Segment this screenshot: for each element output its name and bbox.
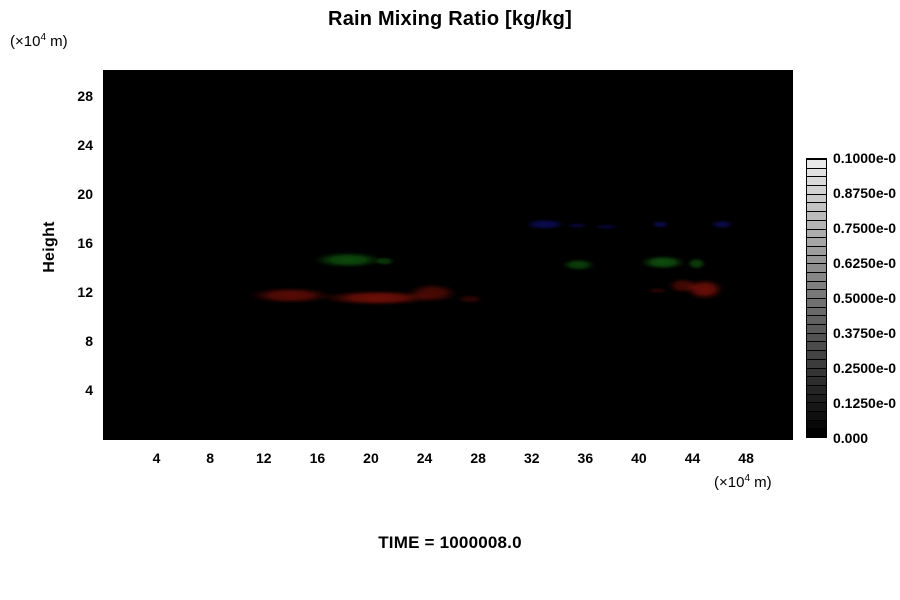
xaxis-unit-exponent: 4 xyxy=(744,473,751,484)
xaxis-tick-label: 20 xyxy=(363,450,379,466)
colorbar-band xyxy=(807,263,826,272)
colorbar-band xyxy=(807,384,826,394)
colorbar-band xyxy=(807,332,826,342)
xaxis-tick-label: 28 xyxy=(470,450,486,466)
heatmap-canvas xyxy=(103,70,793,440)
xaxis-unit-prefix: (×10 xyxy=(714,474,745,491)
xaxis-tick-label: 16 xyxy=(309,450,326,466)
yaxis-tick-label: 16 xyxy=(77,234,93,251)
colorbar-band xyxy=(807,245,826,255)
colorbar-band xyxy=(807,376,826,385)
xaxis-tick-label: 32 xyxy=(523,450,540,466)
colorbar xyxy=(806,158,827,438)
colorbar-band xyxy=(807,280,826,290)
colorbar-band xyxy=(807,358,826,368)
xaxis-tick-label: 48 xyxy=(738,450,754,466)
yaxis-unit-exponent: 4 xyxy=(40,32,47,43)
colorbar-band xyxy=(807,350,826,359)
yaxis-tick-label: 8 xyxy=(85,332,93,349)
xaxis-unit-label: (×104 m) xyxy=(714,473,772,492)
colorbar-band xyxy=(807,410,826,420)
colorbar-tick-label: 0.3750e-0 xyxy=(833,325,897,341)
colorbar-tick-label: 0.1250e-0 xyxy=(833,395,897,411)
colorbar-band xyxy=(807,428,826,437)
yaxis-tick-label: 28 xyxy=(77,87,93,104)
xaxis-tick-label: 12 xyxy=(255,450,272,466)
colorbar-tick-label: 0.2500e-0 xyxy=(833,360,897,376)
time-annotation: TIME = 1000008.0 xyxy=(378,533,522,552)
colorbar-tick-label: 0.7500e-0 xyxy=(833,220,897,236)
colorbar-band xyxy=(807,367,826,377)
colorbar-band xyxy=(807,341,826,351)
colorbar-tick-label: 0.8750e-0 xyxy=(833,185,897,201)
xaxis-tick-label: 44 xyxy=(684,450,701,466)
colorbar-band xyxy=(807,419,826,429)
colorbar-band xyxy=(807,228,826,238)
yaxis-tick-label: 24 xyxy=(77,136,93,153)
colorbar-band xyxy=(807,176,826,186)
colorbar-band xyxy=(807,393,826,403)
colorbar-tick-label: 0.1000e-0 xyxy=(833,150,897,166)
colorbar-band xyxy=(807,254,826,264)
xaxis-tick-label: 40 xyxy=(631,450,647,466)
xaxis-tick-label: 4 xyxy=(152,450,161,466)
colorbar-band xyxy=(807,193,826,203)
colorbar-band xyxy=(807,324,826,333)
colorbar-band xyxy=(807,159,826,168)
colorbar-band xyxy=(807,167,826,177)
colorbar-band xyxy=(807,202,826,212)
colorbar-band xyxy=(807,271,826,281)
page-title: Rain Mixing Ratio [kg/kg] xyxy=(328,8,572,30)
xaxis-tick-label: 36 xyxy=(577,450,594,466)
colorbar-tick-label: 0.6250e-0 xyxy=(833,255,897,271)
colorbar-band xyxy=(807,306,826,316)
yaxis-tick-label: 12 xyxy=(77,283,93,300)
yaxis-tick-label: 20 xyxy=(77,185,93,202)
colorbar-band xyxy=(807,402,826,411)
colorbar-tick-label: 0.5000e-0 xyxy=(833,290,897,306)
colorbar-band xyxy=(807,237,826,246)
xaxis-tick-label: 24 xyxy=(416,450,433,466)
colorbar-band xyxy=(807,289,826,298)
colorbar-band xyxy=(807,298,826,307)
yaxis-unit-suffix: m) xyxy=(46,33,68,50)
colorbar-tick-label: 0.000 xyxy=(833,430,869,446)
plot-area xyxy=(103,70,793,440)
colorbar-band xyxy=(807,211,826,220)
colorbar-band xyxy=(807,315,826,325)
colorbar-band xyxy=(807,219,826,229)
xaxis-tick-label: 8 xyxy=(206,450,215,466)
yaxis-unit-prefix: (×10 xyxy=(10,33,41,50)
yaxis-unit-label: (×104 m) xyxy=(10,32,68,51)
yaxis-tick-label: 4 xyxy=(85,381,93,398)
xaxis-unit-suffix: m) xyxy=(750,474,772,491)
colorbar-band xyxy=(807,185,826,194)
